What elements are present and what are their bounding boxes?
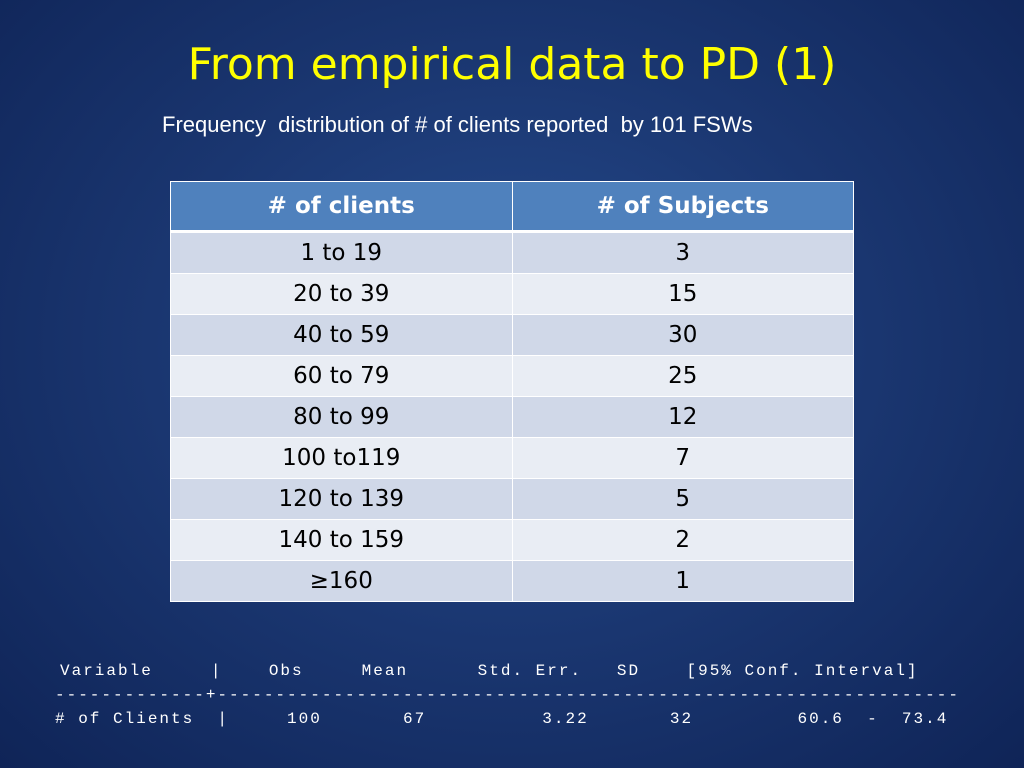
subtitle: Frequency distribution of # of clients r… [162, 112, 753, 137]
header-row: # of clients # of Subjects [170, 181, 854, 233]
table-cell: 140 to 159 [170, 519, 513, 561]
header-cell: # of clients [170, 181, 513, 233]
table-cell: 1 [511, 560, 854, 602]
table-cell: 2 [511, 519, 854, 561]
table-cell: 3 [511, 231, 854, 274]
table-cell: 40 to 59 [170, 314, 513, 356]
table-cell: 25 [511, 355, 854, 397]
table-row: 1 to 19 3 [170, 231, 854, 274]
table-cell: 15 [511, 273, 854, 315]
frequency-table: # of clients # of Subjects 1 to 19 3 20 to … [170, 181, 854, 602]
table-cell: ≥160 [170, 560, 513, 602]
table-cell: 100 to119 [170, 437, 513, 479]
header-cell: # of Subjects [511, 181, 854, 233]
stats-header: Variable | Obs Mean Std. Err. SD [95% Co… [60, 662, 919, 680]
table-row: 120 to 139 5 [170, 478, 854, 520]
table-row: 80 to 99 12 [170, 396, 854, 438]
table-cell: 60 to 79 [170, 355, 513, 397]
table-cell: 120 to 139 [170, 478, 513, 520]
table-cell: 1 to 19 [170, 231, 513, 274]
stats-row: # of Clients | 100 67 3.22 32 60.6 - 73.… [55, 710, 949, 728]
table-cell: 7 [511, 437, 854, 479]
stats-rule: -------------+--------------------------… [55, 686, 960, 704]
table-cell: 80 to 99 [170, 396, 513, 438]
table-row: ≥160 1 [170, 560, 854, 602]
table-cell: 20 to 39 [170, 273, 513, 315]
table-row: 60 to 79 25 [170, 355, 854, 397]
slide-title: From empirical data to PD (1) [187, 39, 837, 90]
table-row: 40 to 59 30 [170, 314, 854, 356]
table-row: 100 to119 7 [170, 437, 854, 479]
table-cell: 12 [511, 396, 854, 438]
table-row: 140 to 159 2 [170, 519, 854, 561]
table-cell: 30 [511, 314, 854, 356]
table-row: 20 to 39 15 [170, 273, 854, 315]
table-cell: 5 [511, 478, 854, 520]
